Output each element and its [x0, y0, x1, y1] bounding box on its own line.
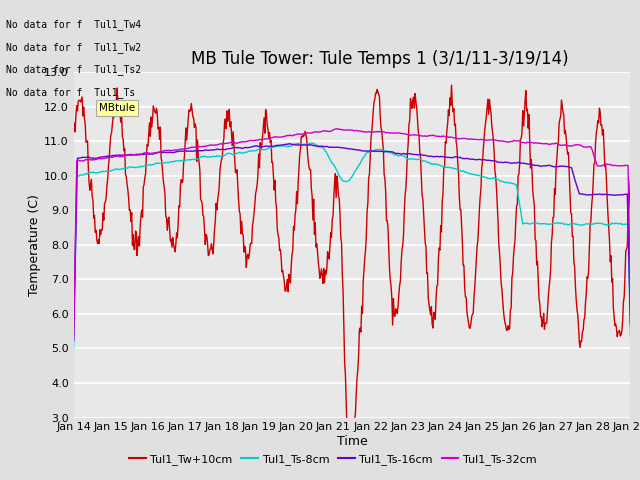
Title: MB Tule Tower: Tule Temps 1 (3/1/11-3/19/14): MB Tule Tower: Tule Temps 1 (3/1/11-3/19… — [191, 49, 569, 68]
X-axis label: Time: Time — [337, 435, 367, 448]
Text: MBtule: MBtule — [99, 103, 135, 113]
Text: No data for f  Tul1_Tw2: No data for f Tul1_Tw2 — [6, 42, 141, 53]
Y-axis label: Temperature (C): Temperature (C) — [28, 194, 41, 296]
Legend: Tul1_Tw+10cm, Tul1_Ts-8cm, Tul1_Ts-16cm, Tul1_Ts-32cm: Tul1_Tw+10cm, Tul1_Ts-8cm, Tul1_Ts-16cm,… — [125, 450, 541, 469]
Text: No data for f  Tul1_Ts: No data for f Tul1_Ts — [6, 87, 136, 98]
Text: No data for f  Tul1_Tw4: No data for f Tul1_Tw4 — [6, 19, 141, 30]
Text: No data for f  Tul1_Ts2: No data for f Tul1_Ts2 — [6, 64, 141, 75]
